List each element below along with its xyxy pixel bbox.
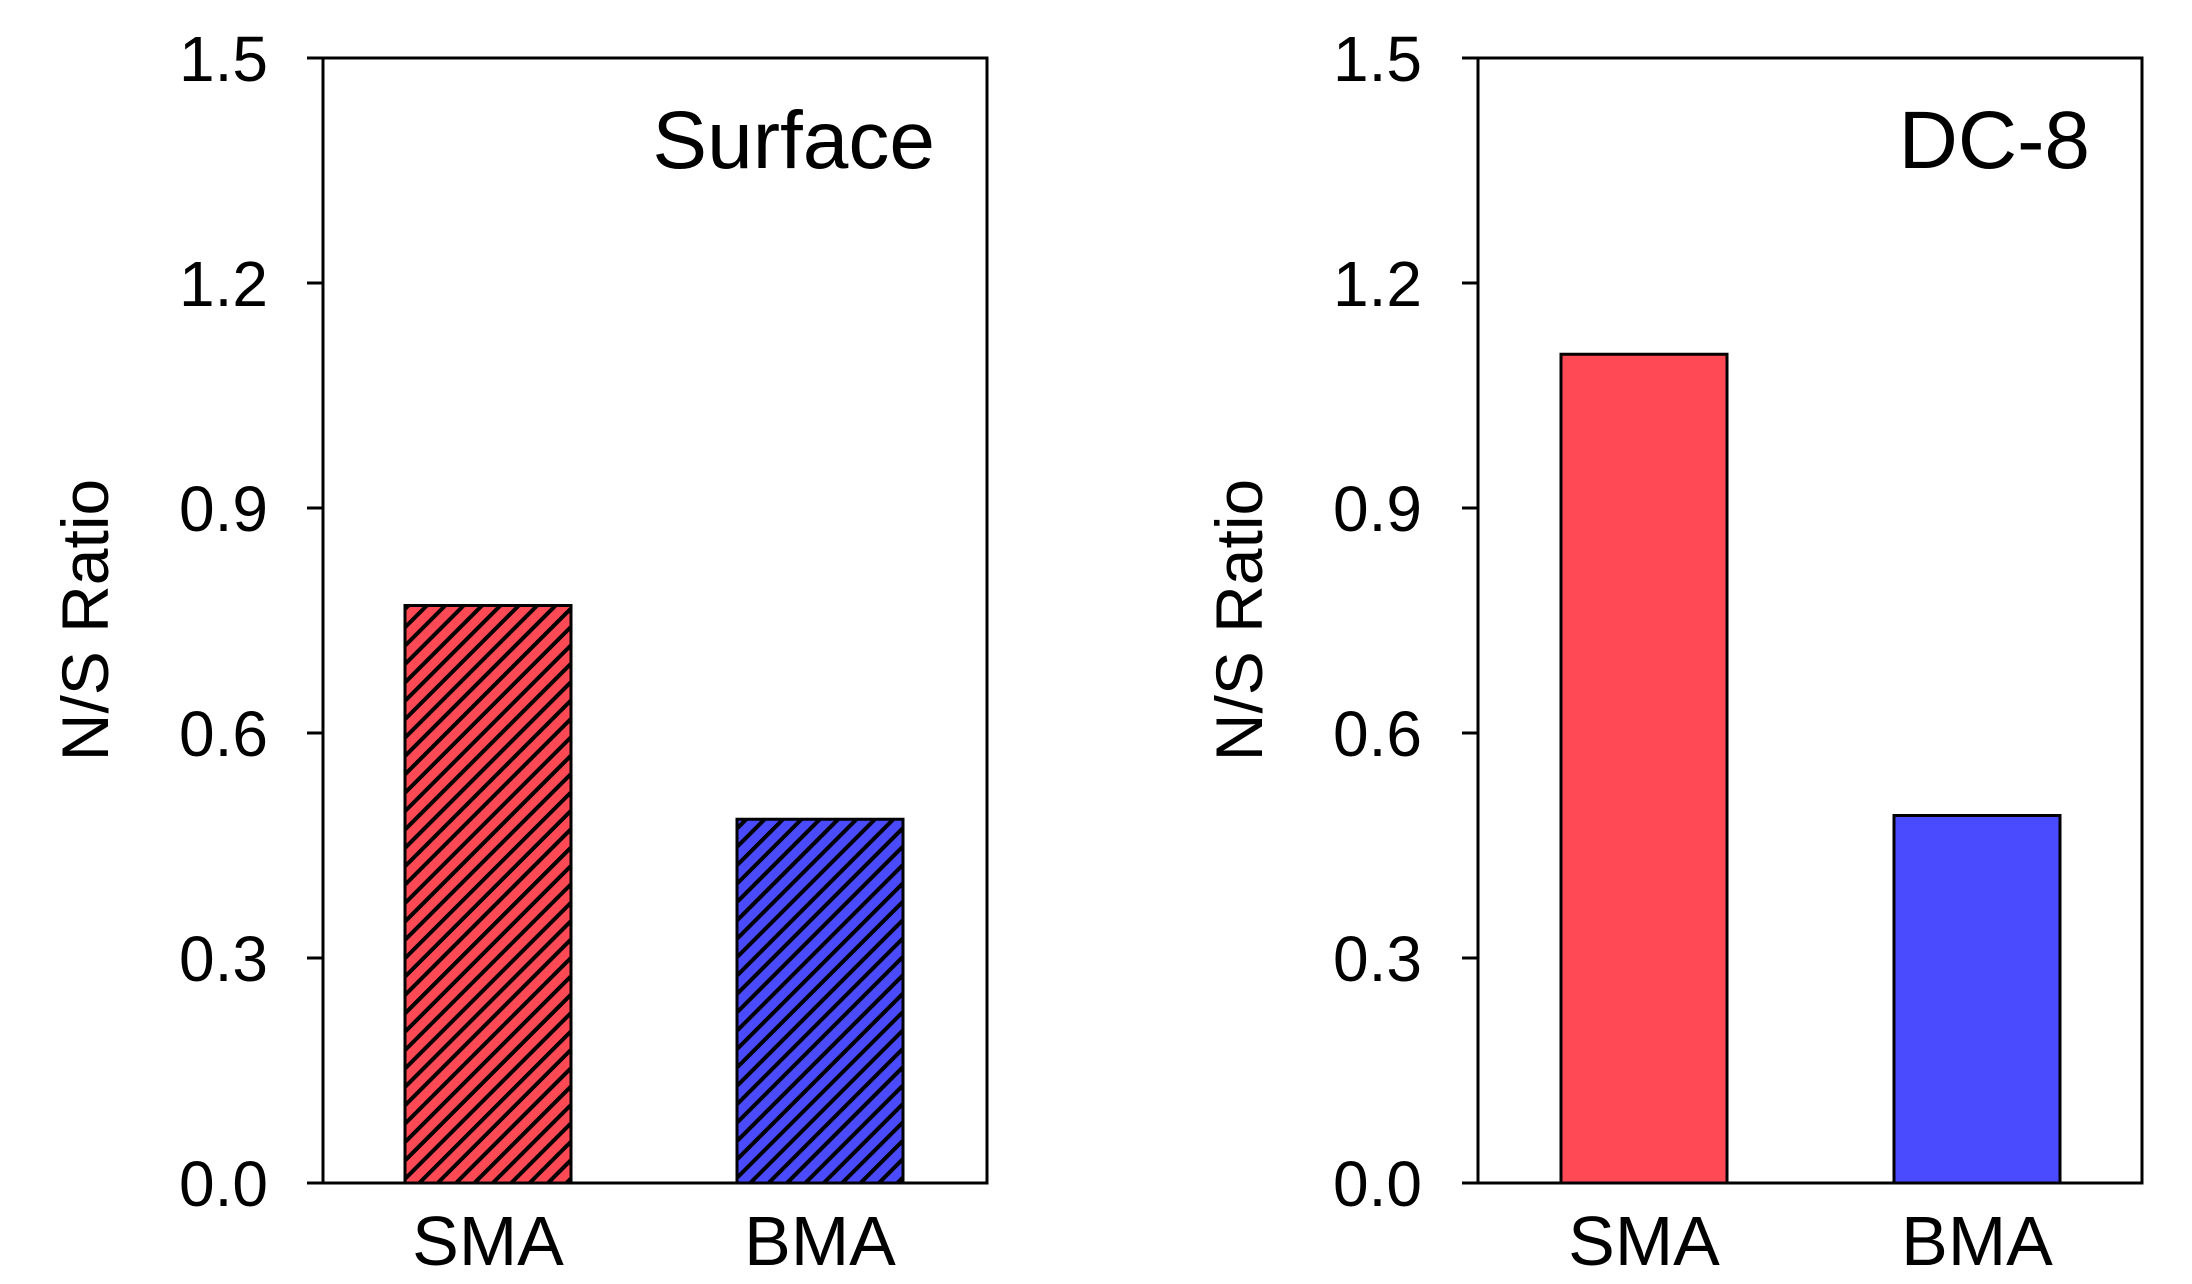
y-tick-label: 1.2 bbox=[1333, 248, 1422, 320]
y-tick-label: 0.0 bbox=[179, 1148, 268, 1220]
chart-panel-surface: 0.0 0.3 0.6 0.9 1.2 1.5 SMA BMA N/S Ratio Surf… bbox=[48, 23, 989, 1280]
chart-panel-dc8: 0.0 0.3 0.6 0.9 1.2 1.5 SMA BMA N/S Ratio DC-8 bbox=[1202, 23, 2144, 1280]
x-category-label: BMA bbox=[744, 1202, 896, 1280]
y-tick-label: 0.6 bbox=[179, 698, 268, 770]
y-tick-label: 0.9 bbox=[1333, 473, 1422, 545]
bar-bma bbox=[735, 817, 905, 1185]
plot-frame bbox=[1476, 56, 2144, 1185]
y-axis-title: N/S Ratio bbox=[1202, 479, 1276, 761]
y-tick-label: 0.3 bbox=[1333, 923, 1422, 995]
y-tick-label: 0.9 bbox=[179, 473, 268, 545]
x-category-label: BMA bbox=[1901, 1202, 2053, 1280]
y-axis-title: N/S Ratio bbox=[48, 479, 122, 761]
y-axis-ticks: 0.0 0.3 0.6 0.9 1.2 1.5 bbox=[179, 23, 323, 1220]
x-category-label: SMA bbox=[412, 1202, 564, 1280]
y-axis-ticks: 0.0 0.3 0.6 0.9 1.2 1.5 bbox=[1333, 23, 1478, 1220]
plot-frame bbox=[321, 56, 989, 1185]
bar-bma bbox=[1892, 814, 2062, 1185]
y-tick-label: 1.5 bbox=[179, 23, 268, 95]
y-tick-label: 1.5 bbox=[1333, 23, 1422, 95]
bar-sma bbox=[1559, 352, 1729, 1185]
bars: SMA BMA bbox=[403, 604, 905, 1280]
panel-title: Surface bbox=[652, 95, 935, 186]
x-category-label: SMA bbox=[1568, 1202, 1720, 1280]
y-tick-label: 0.6 bbox=[1333, 698, 1422, 770]
panel-title: DC-8 bbox=[1899, 95, 2090, 186]
bar-sma bbox=[403, 604, 573, 1185]
y-tick-label: 1.2 bbox=[179, 248, 268, 320]
y-tick-label: 0.3 bbox=[179, 923, 268, 995]
bars: SMA BMA bbox=[1559, 352, 2062, 1280]
y-tick-label: 0.0 bbox=[1333, 1148, 1422, 1220]
